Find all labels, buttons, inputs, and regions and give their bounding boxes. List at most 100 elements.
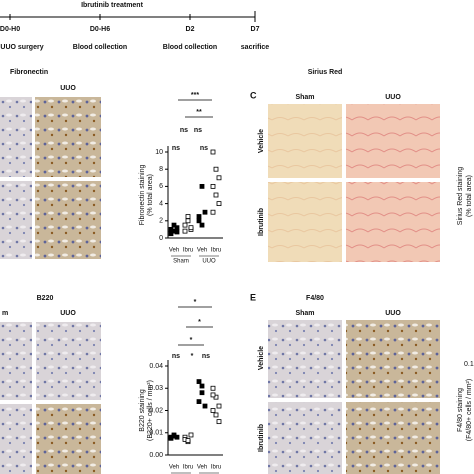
timeline-time: D0-H6 [90, 26, 110, 33]
x-tick-label: Veh [169, 465, 179, 471]
data-point [216, 403, 222, 409]
sig-label: * [191, 353, 194, 360]
panel-title: F4/80 [306, 295, 324, 302]
data-point [196, 379, 202, 384]
group-label: UUO [60, 85, 76, 92]
sig-label: ns [194, 127, 202, 134]
data-point [188, 432, 194, 438]
y-tick-label: 0.04 [149, 363, 163, 370]
y-tick-label: 0.1 [464, 361, 474, 368]
data-point [216, 175, 222, 181]
sig-label: * [198, 319, 201, 326]
data-point [202, 209, 208, 215]
micrograph [0, 322, 32, 400]
group-label: UUO [60, 310, 76, 317]
data-point [171, 222, 177, 228]
y-label: Sirius Red staining [457, 167, 464, 225]
row-label: Vehicle [258, 346, 265, 370]
micrograph [35, 181, 101, 259]
data-point [210, 385, 216, 391]
micrograph [268, 320, 342, 398]
y-tick-label: 2 [159, 218, 163, 225]
y-tick-label: 4 [159, 200, 163, 207]
data-point [182, 222, 188, 228]
y-label: F4/80 staining [457, 388, 464, 432]
y-label: Fibronectin staining [139, 165, 146, 226]
micrograph [36, 404, 101, 474]
timeline-time: D0-H0 [0, 26, 20, 33]
y-tick-label: 6 [159, 183, 163, 190]
data-point [210, 149, 216, 155]
y-label: (B220+ cells / mm²) [147, 380, 154, 441]
y-tick-label: 0.00 [149, 452, 163, 459]
x-tick-label: Veh [197, 248, 207, 254]
data-point [196, 214, 202, 219]
sig-label: * [190, 337, 193, 344]
data-point [168, 231, 174, 237]
y-label: (% total area) [147, 174, 154, 216]
y-label: (% total area) [466, 175, 473, 217]
micrograph [0, 97, 32, 177]
row-label: Ibrutinib [258, 424, 265, 452]
panel-letter: E [250, 292, 256, 302]
micrograph [268, 182, 342, 262]
panel-title: Sirius Red [308, 69, 343, 76]
data-point [210, 392, 216, 398]
data-point [199, 183, 205, 189]
data-point [210, 209, 216, 215]
row-label: Ibrutinib [258, 208, 265, 236]
micrograph [36, 322, 101, 400]
micrograph [0, 181, 32, 259]
x-tick-label: Veh [169, 248, 179, 254]
col-label: Sham [295, 94, 314, 101]
y-label: B220 staining [139, 389, 146, 432]
y-tick-label: 10 [155, 149, 163, 156]
data-point [202, 403, 208, 409]
timeline-time: D7 [251, 26, 260, 33]
sig-label: * [194, 299, 197, 306]
panel-labels: Fibronectin UUO C Sirius Red Sham UUO Ve… [2, 69, 474, 452]
row-label: Vehicle [258, 129, 265, 153]
data-point [182, 228, 188, 234]
data-point [199, 222, 205, 228]
x-tick-label: Veh [197, 465, 207, 471]
data-point [213, 412, 219, 418]
micrograph [346, 104, 440, 178]
micrographs [0, 97, 440, 474]
data-point [196, 218, 202, 224]
group-label: Sham [173, 259, 189, 265]
micrograph [346, 320, 440, 398]
data-point [210, 408, 216, 413]
x-tick-label: Ibru [211, 248, 221, 254]
data-point [185, 218, 191, 224]
sig-label: ns [202, 353, 210, 360]
data-point [171, 432, 177, 438]
data-point [174, 229, 180, 235]
timeline: Ibrutinib treatment [0, 2, 256, 22]
data-point [210, 183, 216, 189]
y-label: (F4/80+ cells / mm²) [466, 379, 473, 441]
y-tick-label: 0.03 [149, 385, 163, 392]
timeline-event: Blood collection [73, 44, 127, 51]
micrograph [35, 97, 101, 177]
data-point [185, 438, 191, 443]
data-point [185, 214, 191, 219]
y-tick-label: 8 [159, 166, 163, 173]
micrograph [268, 402, 342, 474]
data-point [213, 192, 219, 198]
col-label: UUO [385, 94, 401, 101]
data-point [188, 225, 194, 231]
sig-label: *** [191, 92, 199, 99]
data-point [199, 383, 205, 389]
micrograph [346, 402, 440, 474]
data-point [216, 201, 222, 207]
data-point [213, 166, 219, 172]
sig-label: ns [200, 145, 208, 152]
group-label: m [2, 310, 8, 317]
data-point [199, 390, 205, 396]
data-point [168, 435, 174, 441]
x-tick-label: Ibru [183, 248, 193, 254]
panel-title: Fibronectin [10, 69, 48, 76]
x-tick-label: Ibru [211, 465, 221, 471]
micrograph [346, 182, 440, 262]
